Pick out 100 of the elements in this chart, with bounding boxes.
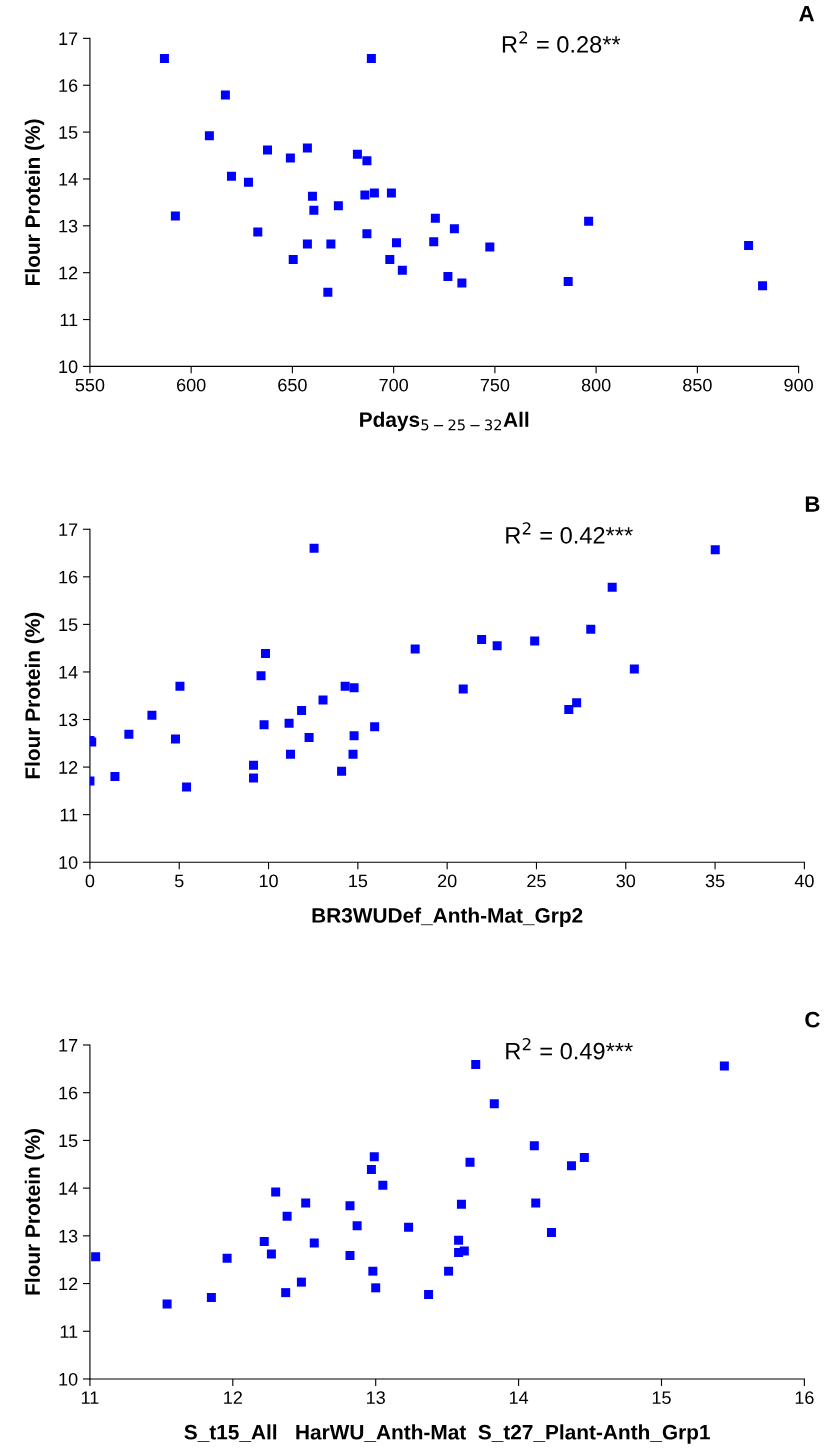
y-tick-label: 11 — [60, 1325, 78, 1338]
point — [397, 265, 407, 275]
y-tick-label: 11 — [60, 313, 78, 327]
point — [368, 1266, 378, 1276]
point — [170, 211, 180, 221]
point — [326, 239, 336, 249]
y-tick-label: 13 — [59, 713, 78, 727]
point — [301, 1198, 311, 1208]
point — [386, 188, 396, 198]
point — [110, 772, 120, 782]
point — [457, 278, 467, 288]
point — [362, 229, 372, 239]
point — [410, 644, 420, 654]
point — [348, 749, 358, 759]
point — [345, 1201, 355, 1211]
point — [337, 766, 347, 776]
point — [360, 190, 370, 200]
point — [531, 1198, 541, 1208]
point — [429, 237, 439, 247]
point — [256, 671, 266, 681]
y-tick-label: 15 — [59, 618, 78, 632]
point — [182, 782, 192, 792]
point — [444, 1266, 454, 1276]
point — [584, 216, 594, 226]
x-tick-label: 700 — [379, 378, 408, 392]
point — [349, 731, 359, 741]
x-tick-label: 11 — [81, 1391, 99, 1404]
point — [465, 1157, 475, 1167]
y-tick-label: 12 — [59, 761, 78, 774]
y-tick-label: 14 — [59, 1182, 78, 1195]
point — [378, 1180, 388, 1190]
x-axis-title: S_t15_All HarWU_Anth-Mat S_t27_Plant-Anth_Grp1 — [184, 1424, 710, 1444]
y-tick-label: 16 — [59, 79, 78, 92]
x-tick-label: 600 — [177, 378, 206, 392]
point — [307, 191, 317, 201]
y-axis-title: Flour Protein (%) — [24, 119, 45, 285]
point — [710, 545, 720, 555]
point — [352, 149, 362, 159]
point — [744, 241, 754, 251]
point — [563, 277, 573, 287]
point — [259, 720, 269, 730]
point — [249, 773, 259, 783]
point — [492, 641, 502, 651]
point — [424, 1290, 434, 1300]
point — [371, 1283, 381, 1293]
point — [281, 1288, 291, 1298]
annotation: R$^{2}$ = 0.42*** — [506, 522, 633, 544]
point — [352, 1221, 362, 1231]
x-tick-label: 30 — [616, 874, 636, 888]
point — [471, 1060, 481, 1070]
x-tick-label: 550 — [75, 378, 105, 392]
point — [564, 705, 574, 715]
point — [124, 729, 134, 739]
x-tick-label: 5 — [174, 874, 184, 888]
point — [204, 131, 214, 141]
point — [296, 1277, 306, 1287]
x-tick-label: 900 — [784, 378, 813, 392]
point — [758, 281, 768, 291]
point — [222, 1253, 232, 1263]
point — [323, 287, 333, 297]
point — [719, 1061, 729, 1071]
point — [404, 1222, 414, 1232]
point — [456, 1199, 466, 1209]
annotation: R$^{2}$ = 0.28** — [502, 31, 621, 53]
point — [261, 648, 270, 658]
x-axis-title: Pdays$_{5−25−32}$All — [360, 411, 529, 432]
point — [459, 1246, 469, 1256]
point — [266, 1249, 276, 1259]
y-tick-label: 13 — [59, 219, 78, 233]
point — [243, 177, 253, 187]
x-tick-label: 13 — [367, 1391, 385, 1405]
y-tick-label: 17 — [59, 1039, 78, 1052]
point — [586, 624, 596, 634]
x-tick-label: 10 — [259, 874, 278, 888]
point — [304, 733, 314, 743]
point — [170, 734, 180, 744]
point — [362, 156, 372, 166]
point — [489, 1099, 499, 1109]
point — [284, 718, 294, 728]
point — [271, 1187, 281, 1197]
text: A — [799, 5, 815, 22]
y-tick-label: 13 — [59, 1229, 78, 1243]
x-tick-label: 750 — [480, 378, 510, 392]
point — [370, 722, 380, 732]
point — [226, 171, 236, 181]
point — [485, 242, 495, 252]
point — [454, 1235, 464, 1245]
point — [220, 90, 230, 100]
point — [147, 710, 157, 720]
point — [530, 636, 540, 646]
text: B — [805, 496, 820, 512]
x-tick-label: 40 — [794, 874, 814, 888]
point — [572, 698, 582, 708]
point — [366, 54, 376, 64]
annotation: R$^{2}$ = 0.49*** — [506, 1037, 633, 1060]
x-tick-label: 15 — [652, 1391, 671, 1405]
point — [263, 145, 272, 155]
y-tick-label: 10 — [59, 856, 78, 869]
y-tick-label: 16 — [59, 1086, 78, 1100]
y-tick-label: 12 — [59, 266, 78, 280]
